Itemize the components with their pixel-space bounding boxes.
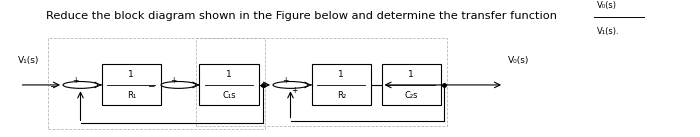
Text: 1: 1 [226, 70, 232, 79]
Text: +: + [72, 76, 78, 85]
Text: +: + [170, 76, 176, 85]
Text: −: − [259, 81, 266, 90]
Text: V₀(s): V₀(s) [508, 56, 529, 65]
Bar [312, 64, 371, 105]
Text: R₂: R₂ [337, 91, 346, 100]
Text: −: − [49, 81, 56, 90]
Bar [48, 38, 265, 129]
Text: −: − [147, 81, 154, 90]
Text: +: + [282, 76, 288, 85]
Circle shape [161, 82, 196, 88]
Text: V₀(s): V₀(s) [597, 1, 617, 10]
Bar [102, 64, 161, 105]
Text: 1: 1 [408, 70, 414, 79]
Text: 1: 1 [338, 70, 344, 79]
Bar [382, 64, 441, 105]
Text: C₂s: C₂s [405, 91, 418, 100]
Bar [199, 64, 259, 105]
Text: C₁s: C₁s [223, 91, 236, 100]
Circle shape [273, 82, 308, 88]
Circle shape [63, 82, 98, 88]
Text: +: + [290, 86, 298, 95]
Text: Reduce the block diagram shown in the Figure below and determine the transfer fu: Reduce the block diagram shown in the Fi… [46, 12, 556, 21]
Text: V₁(s).: V₁(s). [597, 27, 620, 36]
Bar [196, 38, 447, 126]
Text: R₁: R₁ [127, 91, 136, 100]
Text: V₁(s): V₁(s) [18, 56, 39, 65]
Text: 1: 1 [128, 70, 134, 79]
